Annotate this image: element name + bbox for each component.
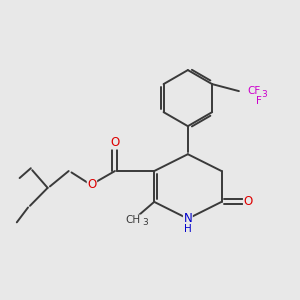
Text: N: N (184, 212, 192, 225)
Text: O: O (87, 178, 97, 191)
Text: 3: 3 (142, 218, 148, 227)
Text: H: H (184, 224, 192, 234)
Text: CF: CF (247, 86, 261, 96)
Text: CH: CH (126, 215, 141, 225)
Text: 3: 3 (261, 90, 267, 99)
Text: F: F (256, 96, 262, 106)
Text: O: O (244, 195, 253, 208)
Text: O: O (110, 136, 120, 149)
